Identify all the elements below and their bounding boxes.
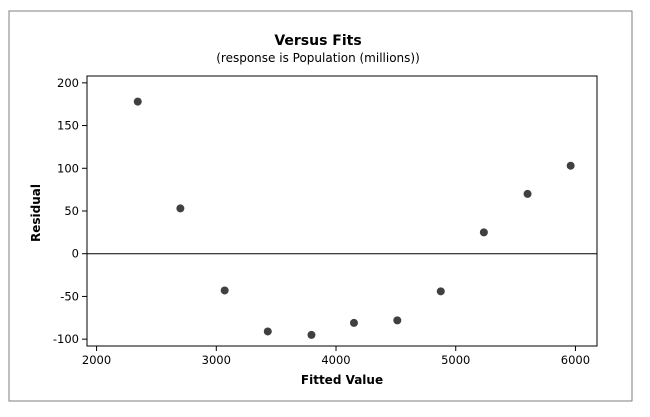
data-point xyxy=(479,228,488,237)
data-point xyxy=(393,316,402,325)
y-tick-label: -100 xyxy=(53,332,79,346)
data-point xyxy=(133,97,142,106)
data-point xyxy=(349,318,358,327)
data-point xyxy=(176,204,185,213)
x-tick-label: 4000 xyxy=(321,353,350,367)
data-point xyxy=(307,330,316,339)
data-point xyxy=(220,286,229,295)
x-tick-label: 3000 xyxy=(202,353,231,367)
x-tick-label: 5000 xyxy=(441,353,470,367)
x-tick-label: 2000 xyxy=(82,353,111,367)
data-point xyxy=(566,161,575,170)
data-point xyxy=(263,327,272,336)
y-axis-label: Residual xyxy=(29,184,43,242)
y-tick-label: 100 xyxy=(57,161,79,175)
outer-panel-border xyxy=(8,10,633,402)
y-tick-label: 0 xyxy=(72,247,79,261)
chart-subtitle: (response is Population (millions)) xyxy=(216,51,420,65)
chart-title: Versus Fits xyxy=(274,33,361,49)
plot-area: 2000 3000 4000 5000 6000 -100 -50 0 50 100 150 200 xyxy=(53,75,598,367)
plot-frame xyxy=(86,75,598,347)
y-tick-label: 150 xyxy=(57,119,79,133)
y-tick-label: 200 xyxy=(57,76,79,90)
data-point xyxy=(436,287,445,296)
y-tick-label: -50 xyxy=(60,289,79,303)
x-tick-label: 6000 xyxy=(561,353,590,367)
y-tick-label: 50 xyxy=(64,204,79,218)
data-point xyxy=(523,189,532,198)
x-axis-label: Fitted Value xyxy=(301,373,383,387)
